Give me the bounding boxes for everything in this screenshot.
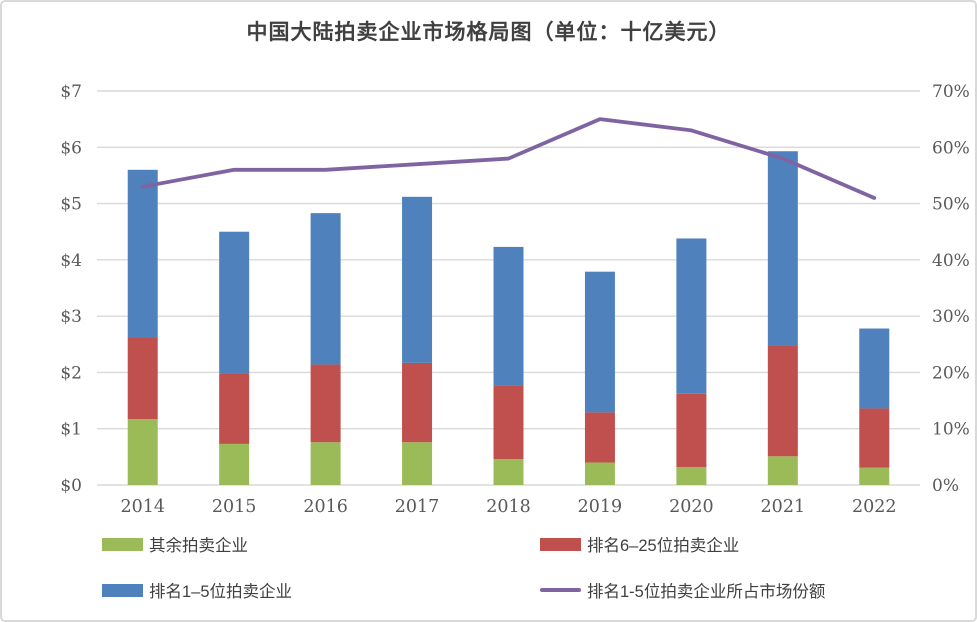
bar-segment: [767, 151, 798, 346]
bar-segment: [676, 238, 707, 394]
bar-segment: [127, 337, 158, 420]
legend-item-rank1-5: 排名1–5位拍卖企业: [102, 581, 293, 601]
legend-item-share-line: 排名1-5位拍卖企业所占市场份额: [540, 581, 826, 601]
left-axis-tick-label: $2: [60, 363, 82, 383]
x-axis-label: 2021: [761, 497, 806, 517]
bar-segment: [584, 462, 615, 485]
x-axis-label: 2017: [395, 497, 440, 517]
bar-segment: [859, 328, 890, 409]
left-axis-tick-label: $4: [60, 251, 82, 271]
legend-line-swatch: [540, 588, 581, 592]
bar-segment: [493, 459, 524, 485]
legend-label-rank6-25: 排名6–25位拍卖企业: [587, 537, 740, 555]
bar-segment: [219, 231, 250, 374]
legend-label-other: 其余拍卖企业: [149, 537, 248, 555]
share-line: [140, 117, 877, 200]
bar-segment: [493, 385, 524, 460]
bar-segment: [219, 443, 250, 485]
legend-label-rank1-5: 排名1–5位拍卖企业: [149, 583, 293, 601]
legend-swatch-rank6-25: [540, 537, 581, 551]
x-axis-label: 2014: [120, 497, 165, 517]
x-axis-label: 2015: [212, 497, 257, 517]
right-axis-tick-label: 50%: [932, 195, 970, 215]
bar-segment: [310, 442, 341, 485]
right-axis-tick-label: 0%: [932, 476, 959, 496]
bar-segment: [767, 456, 798, 485]
bar-segment: [402, 442, 433, 485]
x-axis-label: 2016: [303, 497, 348, 517]
bar-segment: [402, 196, 433, 363]
bar-segment: [310, 364, 341, 443]
x-axis-label: 2018: [486, 497, 531, 517]
legend-swatch-rank1-5: [102, 583, 143, 597]
right-axis-tick-label: 30%: [932, 307, 970, 327]
bar-segment: [584, 412, 615, 463]
left-axis-tick-label: $7: [60, 82, 82, 102]
right-axis-tick-label: 70%: [932, 82, 970, 102]
legend-item-rank6-25: 排名6–25位拍卖企业: [540, 535, 740, 555]
left-axis-tick-label: $6: [60, 138, 82, 158]
legend-swatch-other: [102, 537, 143, 551]
bar-segment: [127, 169, 158, 338]
bar-segment: [219, 373, 250, 444]
bar-segment: [859, 408, 890, 468]
right-axis-tick-label: 10%: [932, 420, 970, 440]
right-axis-tick-label: 40%: [932, 251, 970, 271]
legend-item-other: 其余拍卖企业: [102, 535, 248, 555]
right-axis-tick-label: 20%: [932, 363, 970, 383]
bar-segment: [493, 246, 524, 386]
bar-segment: [676, 393, 707, 467]
bar-segment: [859, 467, 890, 485]
bar-segment: [127, 419, 158, 485]
left-axis-tick-label: $0: [60, 476, 82, 496]
left-axis-tick-label: $3: [60, 307, 82, 327]
x-axis-label: 2022: [852, 497, 897, 517]
x-axis-label: 2019: [578, 497, 623, 517]
combo-chart: $0 0% $1 10% $2 20% $3 30% $4 40% $5 50% $6 60% $7 70% 2…: [60, 82, 970, 517]
bar-segment: [767, 345, 798, 457]
left-axis-tick-label: $1: [60, 420, 82, 440]
bar-segment: [402, 362, 433, 443]
legend-label-share-line: 排名1-5位拍卖企业所占市场份额: [587, 583, 826, 601]
bar-segment: [310, 213, 341, 365]
bar-segment: [584, 271, 615, 413]
chart-title: 中国大陆拍卖企业市场格局图（单位：十亿美元）: [246, 21, 731, 44]
left-axis-tick-label: $5: [60, 195, 82, 215]
bar-segment: [676, 466, 707, 485]
x-axis-label: 2020: [669, 497, 714, 517]
right-axis-tick-label: 60%: [932, 138, 970, 158]
